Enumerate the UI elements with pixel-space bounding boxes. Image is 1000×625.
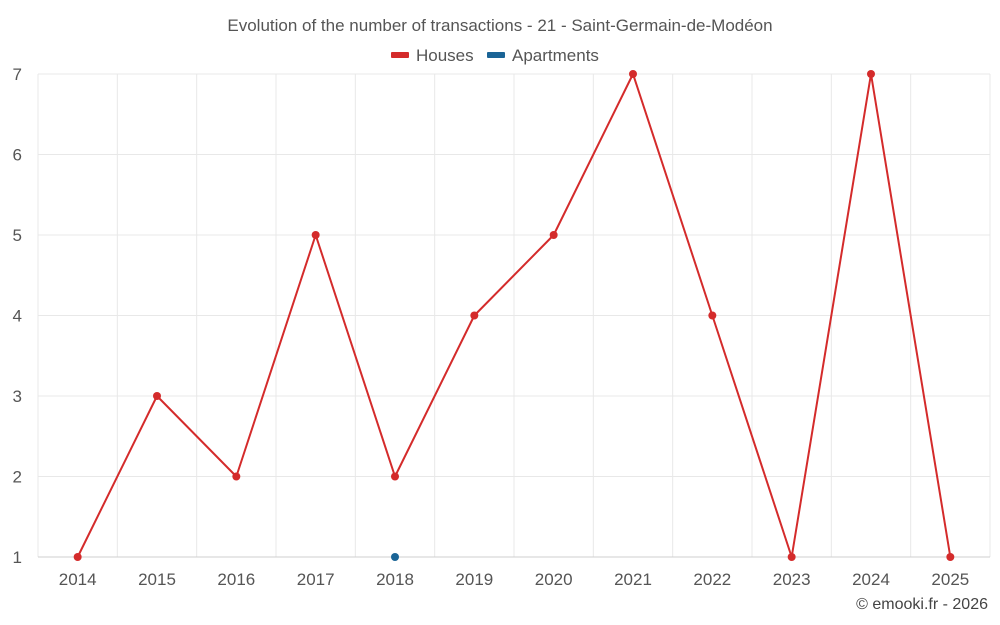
- data-point-houses-2020[interactable]: [549, 231, 558, 239]
- x-tick-label: 2017: [297, 570, 335, 589]
- x-tick-label: 2018: [376, 570, 414, 589]
- x-tick-label: 2019: [455, 570, 493, 589]
- y-tick-label: 1: [13, 548, 22, 567]
- x-tick-label: 2020: [535, 570, 573, 589]
- data-point-houses-2015[interactable]: [153, 392, 161, 400]
- data-point-houses-2023[interactable]: [787, 553, 796, 561]
- x-axis: 2014 2015 2016 2017 2018 2019 2020 2021 2022 2023…: [38, 556, 990, 589]
- legend-swatch-houses[interactable]: [391, 52, 409, 58]
- y-tick-label: 3: [13, 387, 22, 406]
- credit-text: © emooki.fr - 2026: [856, 596, 988, 613]
- data-point-houses-2024[interactable]: [867, 70, 875, 78]
- y-tick-label: 5: [13, 226, 22, 245]
- chart-title: Evolution of the number of transactions …: [227, 16, 772, 35]
- x-tick-label: 2016: [217, 570, 255, 589]
- legend-label-houses[interactable]: Houses: [416, 46, 474, 65]
- x-tick-label: 2014: [59, 570, 97, 589]
- data-point-houses-2018[interactable]: [391, 472, 399, 481]
- x-tick-label: 2025: [931, 570, 969, 589]
- y-tick-label: 4: [13, 307, 22, 326]
- data-point-houses-2017[interactable]: [311, 231, 320, 239]
- x-tick-label: 2023: [773, 570, 811, 589]
- legend-swatch-apartments[interactable]: [487, 52, 505, 58]
- x-tick-label: 2022: [693, 570, 731, 589]
- legend-label-apartments[interactable]: Apartments: [512, 46, 599, 65]
- y-tick-label: 6: [13, 146, 22, 165]
- series-line-houses: [76, 73, 952, 558]
- legend[interactable]: Houses Apartments: [391, 46, 599, 65]
- data-point-houses-2019[interactable]: [470, 311, 479, 320]
- data-point-houses-2014[interactable]: [73, 553, 82, 561]
- x-tick-label: 2015: [138, 570, 176, 589]
- data-point-houses-2025[interactable]: [946, 553, 955, 561]
- x-tick-label: 2024: [852, 570, 890, 589]
- data-point-houses-2016[interactable]: [232, 472, 241, 481]
- y-tick-label: 7: [13, 65, 22, 84]
- plot-area: [73, 70, 955, 561]
- data-point-apartments-2018[interactable]: [391, 553, 399, 561]
- data-point-houses-2021[interactable]: [629, 70, 637, 78]
- y-axis: 1 2 3 4 5 6 7: [13, 65, 22, 567]
- data-point-houses-2022[interactable]: [708, 311, 717, 320]
- y-tick-label: 2: [13, 468, 22, 487]
- gridlines: [37, 73, 991, 558]
- x-tick-label: 2021: [614, 570, 652, 589]
